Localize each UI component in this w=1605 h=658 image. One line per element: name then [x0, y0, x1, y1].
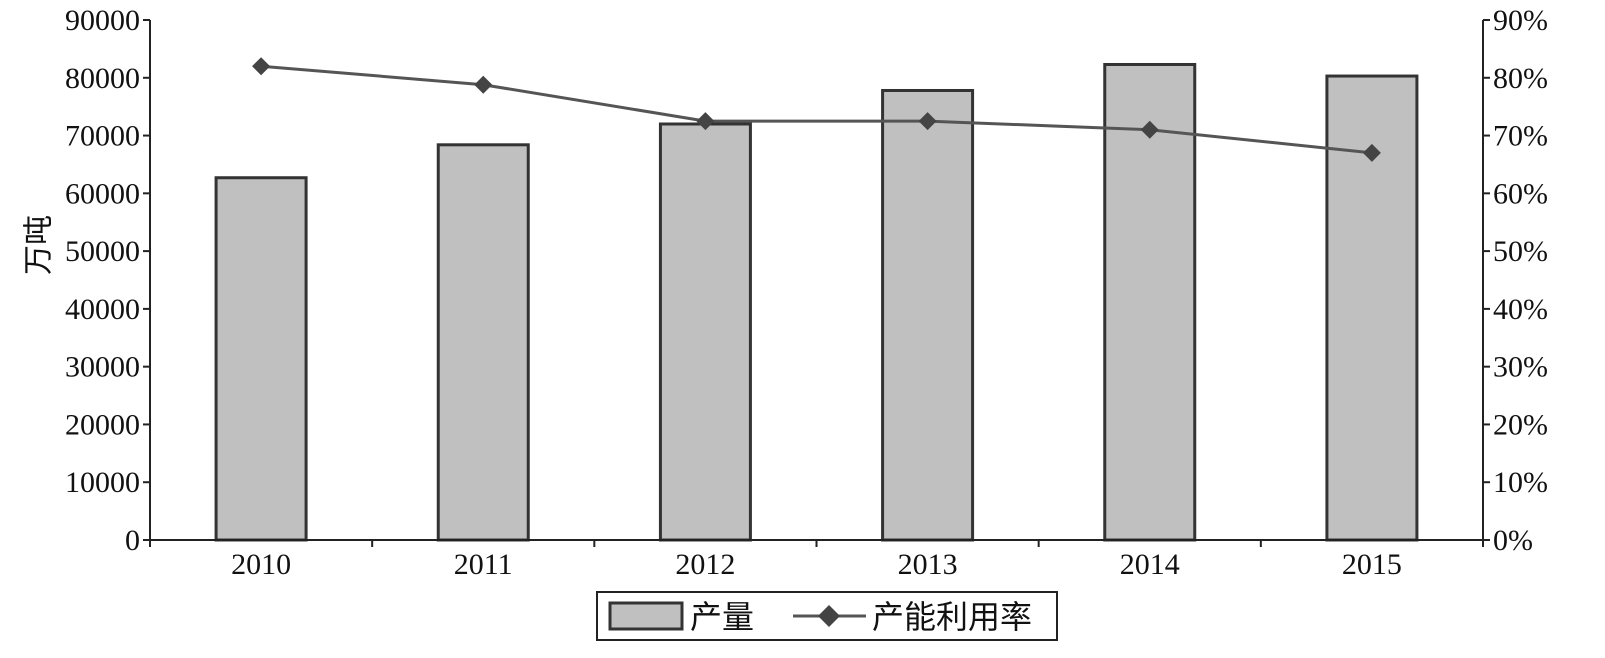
utilization-line	[260, 64, 1373, 155]
x-tick-label-2013: 2013	[898, 548, 958, 581]
right-tick-label: 80%	[1493, 62, 1548, 95]
left-tick-labels: 0 10000 20000 30000 40000 50000 60000 70000 8000…	[65, 4, 140, 557]
tick-marks	[143, 19, 1490, 547]
left-tick-label: 0	[125, 524, 140, 557]
bar-2012	[658, 122, 752, 542]
left-tick-label: 90000	[65, 4, 140, 37]
bar-2011	[436, 143, 530, 542]
right-tick-label: 60%	[1493, 177, 1548, 210]
diamond-marker-2015	[1362, 143, 1381, 162]
left-tick-label: 40000	[65, 293, 140, 326]
diamond-marker-2014	[1140, 120, 1159, 139]
x-tick-label-2011: 2011	[454, 548, 513, 581]
x-tick-label-2015: 2015	[1342, 548, 1402, 581]
x-tick-labels: 2010 2011 2012 2013 2014 2015	[231, 548, 1402, 581]
right-tick-label: 0%	[1493, 524, 1533, 557]
left-tick-label: 80000	[65, 62, 140, 95]
line-series	[252, 57, 1381, 162]
axes	[149, 20, 1484, 541]
bar-2010	[214, 176, 308, 542]
right-tick-label: 40%	[1493, 293, 1548, 326]
bar-2014	[1103, 62, 1197, 542]
legend-label-production: 产量	[690, 598, 754, 636]
legend-bar-swatch	[608, 601, 684, 631]
x-tick-label-2014: 2014	[1120, 548, 1180, 581]
diamond-marker-2012	[696, 112, 715, 131]
left-tick-label: 50000	[65, 235, 140, 268]
right-tick-label: 50%	[1493, 235, 1548, 268]
bar-series	[214, 62, 1419, 542]
right-tick-labels: 0% 10% 20% 30% 40% 50% 60% 70% 80% 90%	[1493, 4, 1548, 557]
legend: 产量 产能利用率	[596, 591, 1058, 641]
right-tick-label: 20%	[1493, 408, 1548, 441]
left-tick-label: 70000	[65, 120, 140, 153]
left-tick-label: 30000	[65, 351, 140, 384]
diamond-marker-2010	[252, 57, 271, 76]
x-tick-label-2010: 2010	[231, 548, 291, 581]
legend-diamond-marker	[818, 605, 840, 627]
left-tick-label: 60000	[65, 177, 140, 210]
x-tick-label-2012: 2012	[675, 548, 735, 581]
right-tick-label: 90%	[1493, 4, 1548, 37]
diamond-marker-2013	[918, 112, 937, 131]
left-tick-label: 20000	[65, 408, 140, 441]
right-tick-label: 10%	[1493, 466, 1548, 499]
right-tick-label: 30%	[1493, 351, 1548, 384]
y-axis-title: 万吨	[22, 215, 57, 275]
right-tick-label: 70%	[1493, 120, 1548, 153]
left-tick-label: 10000	[65, 466, 140, 499]
bar-2013	[881, 88, 975, 542]
legend-label-utilization: 产能利用率	[872, 598, 1032, 636]
diamond-marker-2011	[474, 75, 493, 94]
